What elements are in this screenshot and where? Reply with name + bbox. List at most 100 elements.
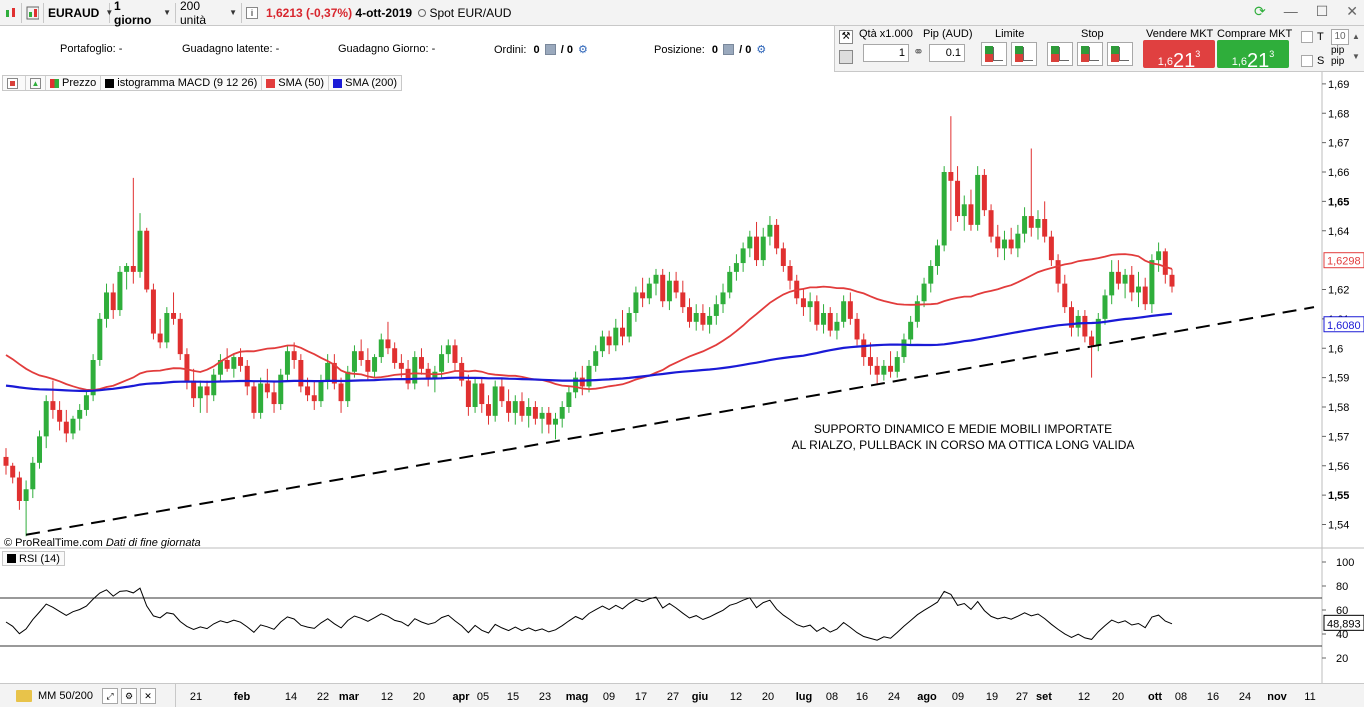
rsi-swatch	[7, 554, 16, 563]
candle-body	[921, 283, 927, 302]
candle-body	[1062, 283, 1068, 308]
link-icon[interactable]: ⚭	[913, 44, 924, 59]
indicator-legend: ▲ Prezzo istogramma MACD (9 12 26) SMA (…	[2, 75, 403, 91]
candle-body	[465, 380, 471, 407]
radio-icon	[418, 8, 427, 17]
chart-background	[0, 72, 1364, 683]
candle-body	[77, 409, 83, 419]
candle-body	[1115, 271, 1121, 284]
candle-body	[867, 357, 873, 366]
settings-icon[interactable]: ⚙	[121, 688, 138, 704]
minimize-icon[interactable]: —	[1283, 3, 1298, 19]
candle-body	[452, 345, 458, 363]
legend-collapse-button[interactable]: ▲	[26, 76, 46, 90]
stop-sell-button[interactable]	[1077, 42, 1103, 66]
qty-input[interactable]: 1	[863, 44, 909, 62]
stop-loss-checkbox[interactable]	[1301, 55, 1313, 67]
candle-body	[1169, 274, 1175, 287]
gear-icon[interactable]: ⚙	[578, 44, 588, 56]
rsi-tick-label: 100	[1336, 557, 1354, 569]
candle-body	[559, 407, 565, 419]
maximize-icon[interactable]: ☐	[1315, 3, 1329, 19]
sell-quote-prefix: 1,6	[1157, 56, 1174, 68]
candle-body	[874, 365, 880, 375]
candle-body	[660, 274, 666, 302]
panel-scroll-down[interactable]: ▼	[1352, 52, 1360, 61]
orders-icon	[544, 44, 556, 55]
candle-body	[311, 395, 317, 402]
candle-body	[593, 351, 599, 366]
units-selector[interactable]: 200 unità ▼	[176, 0, 242, 27]
candle-body	[104, 292, 110, 319]
rsi-tick-label: 60	[1336, 605, 1348, 617]
limit-sell-button[interactable]	[1011, 42, 1037, 66]
date-axis-bar: MM 50/200 ⤢ ⚙ ✕ 21 feb 14 22 mar 12 20 apr 05 15 2…	[0, 683, 1364, 707]
candle-body	[760, 236, 766, 261]
legend-sma50[interactable]: SMA (50)	[262, 76, 330, 90]
legend-sma200[interactable]: SMA (200)	[329, 76, 401, 90]
sma50-price-label-box	[1323, 252, 1364, 269]
legend-macd[interactable]: istogramma MACD (9 12 26)	[101, 76, 263, 90]
candle-body	[901, 339, 907, 358]
rsi-line	[5, 587, 1173, 641]
limit-buy-button[interactable]	[981, 42, 1007, 66]
chart-svg[interactable]: 1,691,681,671,661,651,641,621,611,61,591…	[0, 72, 1364, 683]
legend-price[interactable]: Prezzo	[46, 76, 102, 90]
close-icon[interactable]: ✕	[1346, 3, 1358, 19]
take-profit-checkbox[interactable]	[1301, 31, 1313, 43]
x-tick-label: 16	[855, 691, 869, 703]
stop-loss-label: S	[1317, 55, 1325, 67]
candle-body	[599, 336, 605, 352]
candle-body	[961, 204, 967, 217]
y-tick-label: 1,55	[1328, 490, 1349, 502]
chevron-down-icon: ▼	[105, 8, 114, 17]
close-icon[interactable]: ✕	[140, 688, 157, 704]
x-tick-label: 12	[1077, 691, 1091, 703]
x-tick-label: 22	[316, 691, 330, 703]
pip-input[interactable]: 0.1	[929, 44, 965, 62]
units-label: 200 unità	[180, 0, 207, 27]
stop-buy-button[interactable]	[1047, 42, 1073, 66]
take-profit-pips[interactable]: 10	[1331, 29, 1349, 45]
sell-market-button[interactable]: 1,6213	[1143, 40, 1215, 72]
positions-status[interactable]: Posizione: 0 / 0 ⚙	[654, 43, 766, 56]
data-credit: © ProRealTime.com Dati di fine giornata	[4, 537, 201, 549]
buy-quote-prefix: 1,6	[1231, 56, 1248, 68]
candle-body	[485, 404, 491, 416]
candle-body	[995, 236, 1001, 249]
positions-count: 0	[711, 44, 718, 56]
candle-body	[800, 298, 806, 308]
sma50-price-label: 1,6298	[1327, 256, 1361, 268]
chart-area[interactable]: 1,691,681,671,661,651,641,621,611,61,591…	[0, 72, 1364, 707]
candle-body	[90, 360, 96, 396]
candle-body	[157, 333, 163, 343]
x-tick-label: ott	[1147, 691, 1163, 703]
take-profit-unit: pip	[1331, 45, 1345, 56]
symbol-selector[interactable]: EURAUD ▼	[44, 2, 114, 23]
candle-body	[70, 418, 76, 434]
rsi-value-box	[1323, 614, 1364, 631]
chart-settings-icon[interactable]	[22, 2, 44, 23]
stop-limit-button[interactable]	[1107, 42, 1133, 66]
candle-body	[439, 354, 445, 372]
sma200-price-label: 1,6080	[1327, 320, 1361, 332]
legend-close-button[interactable]	[3, 76, 26, 90]
zoom-icon[interactable]: ⤢	[102, 688, 119, 704]
chart-type-icon[interactable]	[0, 2, 22, 23]
candle-body	[97, 318, 103, 360]
wrench-icon[interactable]: ⚒	[839, 30, 853, 44]
rsi-legend[interactable]: RSI (14)	[2, 551, 65, 566]
info-icon[interactable]: i	[246, 6, 258, 19]
buy-market-button[interactable]: 1,6213	[1217, 40, 1289, 72]
refresh-icon[interactable]: ⟳	[1253, 3, 1266, 19]
timeframe-label: 1 giorno	[114, 0, 152, 27]
folder-icon[interactable]	[16, 690, 32, 702]
candle-body	[3, 456, 9, 466]
preset-label[interactable]: MM 50/200	[38, 690, 94, 702]
gear-icon[interactable]: ⚙	[756, 44, 767, 56]
orders-status[interactable]: Ordini: 0 / 0 ⚙	[494, 43, 588, 56]
timeframe-selector[interactable]: 1 giorno ▼	[110, 0, 176, 27]
x-tick-label: lug	[795, 691, 813, 703]
panel-scroll-up[interactable]: ▲	[1352, 32, 1360, 41]
keypad-icon[interactable]	[839, 50, 853, 64]
